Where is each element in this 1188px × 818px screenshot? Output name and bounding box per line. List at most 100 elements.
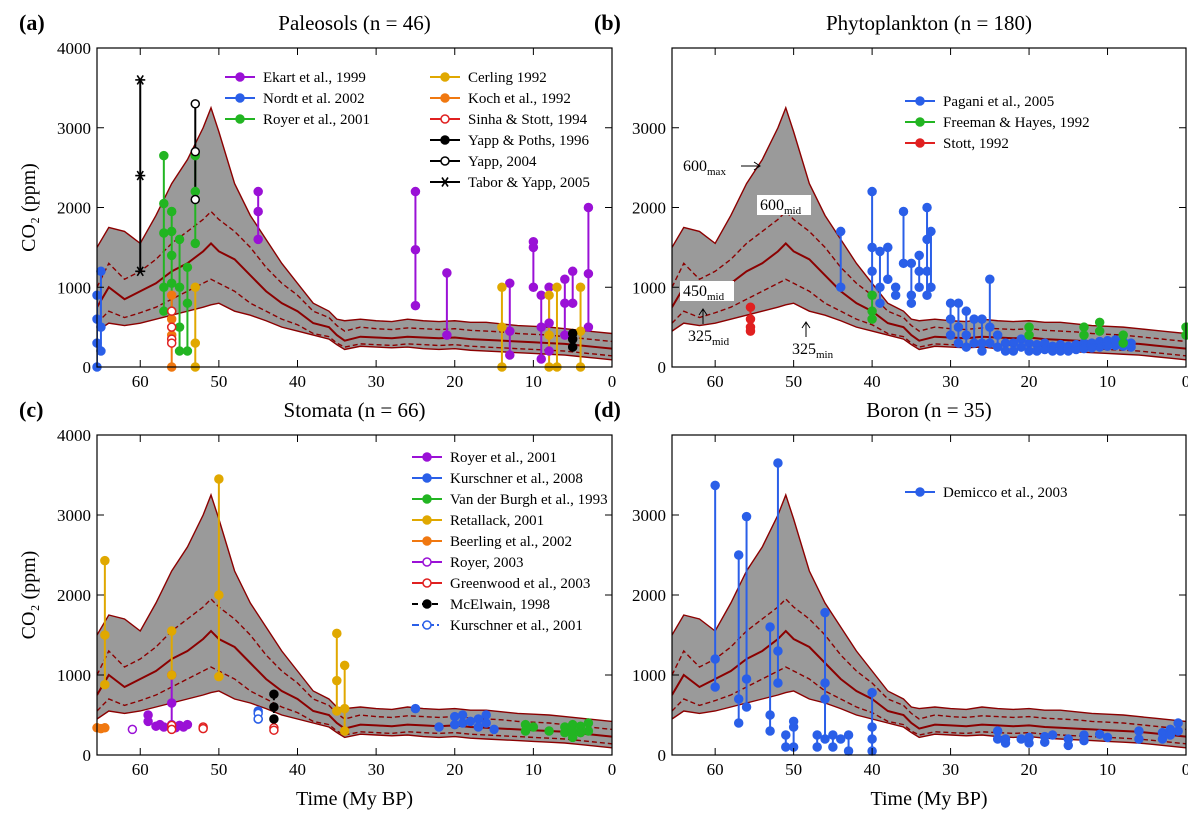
- y-tick-label: 1000: [632, 666, 666, 685]
- marker: [1094, 317, 1105, 328]
- marker: [422, 494, 432, 504]
- marker: [1024, 738, 1034, 748]
- marker: [945, 298, 956, 308]
- marker: [190, 146, 201, 157]
- marker: [214, 474, 224, 484]
- marker: [1173, 718, 1183, 728]
- annotation-sub: mid: [784, 205, 802, 217]
- marker: [985, 322, 995, 332]
- marker: [190, 194, 201, 205]
- marker: [174, 234, 185, 245]
- marker: [745, 302, 756, 312]
- marker: [235, 93, 245, 103]
- marker: [1118, 330, 1128, 340]
- marker: [159, 282, 169, 292]
- model-line: [672, 690, 1186, 749]
- marker: [977, 314, 987, 324]
- marker: [953, 322, 964, 332]
- marker: [835, 282, 846, 292]
- marker: [914, 250, 924, 261]
- marker: [473, 722, 484, 732]
- legend-label: McElwain, 1998: [450, 597, 550, 613]
- marker: [1071, 344, 1081, 355]
- x-tick-label: 30: [942, 372, 959, 391]
- marker-stroke: [441, 177, 449, 187]
- marker: [560, 727, 570, 738]
- marker: [422, 620, 432, 630]
- y-tick-label: 3000: [57, 119, 91, 138]
- marker: [497, 322, 507, 332]
- marker: [567, 732, 578, 743]
- marker: [544, 290, 554, 300]
- marker: [867, 290, 877, 300]
- marker: [915, 138, 925, 148]
- marker: [465, 716, 476, 727]
- marker: [1055, 346, 1066, 356]
- model-line: [672, 492, 1186, 723]
- x-tick-label: 60: [707, 372, 724, 391]
- model-line: [97, 278, 612, 357]
- marker: [961, 342, 972, 352]
- marker: [253, 186, 263, 197]
- marker: [773, 646, 783, 656]
- marker: [544, 330, 554, 340]
- legend-label: Sinha & Stott, 1994: [468, 112, 588, 128]
- marker: [820, 678, 830, 688]
- marker: [528, 242, 539, 253]
- model-band: [672, 107, 1186, 360]
- marker: [1181, 330, 1188, 340]
- panel-label: (b): [594, 10, 621, 35]
- legend-label: Koch et al., 1992: [468, 91, 571, 107]
- marker: [926, 282, 936, 292]
- annotation-sub: min: [816, 349, 834, 361]
- marker: [143, 716, 153, 727]
- model-line: [97, 598, 612, 731]
- marker: [440, 72, 450, 82]
- marker: [174, 282, 185, 292]
- marker: [969, 314, 979, 324]
- marker: [339, 703, 350, 714]
- marker: [1134, 734, 1144, 744]
- x-tick-label: 10: [525, 760, 542, 779]
- marker: [867, 306, 877, 316]
- marker: [906, 298, 917, 308]
- marker: [926, 226, 936, 237]
- marker: [812, 730, 822, 740]
- annotation: 600mid: [760, 197, 802, 217]
- marker: [1134, 726, 1144, 736]
- annotation-value: 600: [683, 158, 707, 175]
- chart-title: Boron (n = 35): [866, 398, 992, 422]
- marker: [992, 342, 1003, 352]
- marker: [1181, 322, 1188, 332]
- marker: [1094, 342, 1105, 352]
- marker: [745, 326, 756, 336]
- marker: [100, 723, 110, 733]
- marker: [922, 266, 932, 277]
- marker: [1047, 346, 1058, 356]
- annotation-arrow-head: [801, 321, 811, 329]
- y-tick-label: 1000: [632, 278, 666, 297]
- x-tick-label: 0: [608, 760, 617, 779]
- marker: [992, 734, 1003, 744]
- legend-label: Royer, 2003: [450, 555, 524, 571]
- marker: [1063, 346, 1074, 356]
- marker: [190, 338, 201, 348]
- marker: [1079, 735, 1089, 746]
- marker: [544, 318, 554, 328]
- marker: [442, 330, 452, 340]
- marker: [765, 726, 775, 736]
- marker: [1063, 740, 1074, 751]
- marker: [992, 330, 1003, 340]
- marker: [1047, 730, 1058, 740]
- marker: [741, 674, 752, 684]
- marker: [166, 724, 177, 735]
- marker: [422, 536, 432, 546]
- marker: [1039, 344, 1050, 355]
- model-line: [97, 105, 612, 335]
- marker: [567, 266, 578, 277]
- marker: [214, 671, 224, 682]
- x-tick-label: 40: [864, 760, 881, 779]
- marker: [473, 714, 484, 724]
- marker: [190, 186, 201, 197]
